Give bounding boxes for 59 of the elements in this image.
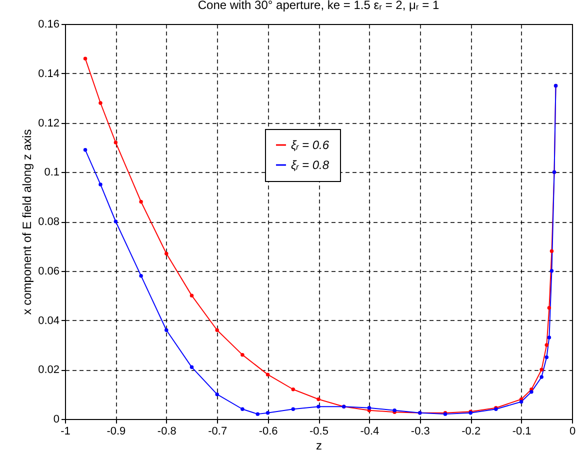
- x-tick-label: -0.5: [310, 426, 328, 438]
- point: [139, 200, 143, 204]
- x-tick-label: -0.2: [462, 426, 481, 438]
- point: [240, 352, 244, 357]
- y-tick-label: 0.08: [38, 216, 60, 228]
- x-tick-label: -1: [60, 426, 70, 438]
- point: [291, 388, 296, 392]
- point: [316, 397, 320, 402]
- point: [530, 390, 534, 394]
- point: [164, 328, 168, 332]
- y-tick-label: 0.14: [38, 68, 60, 80]
- point: [215, 392, 219, 396]
- point: [544, 343, 549, 347]
- y-tick-label: 0.12: [38, 117, 60, 130]
- y-tick-label: 0.02: [38, 364, 60, 376]
- point: [114, 220, 118, 224]
- point: [367, 406, 372, 410]
- point: [164, 252, 168, 256]
- x-tick-label: -0.4: [360, 426, 380, 438]
- x-tick-label: -0.6: [258, 426, 278, 438]
- point: [544, 355, 549, 360]
- y-tick-label: 0.1: [44, 166, 60, 179]
- point: [98, 101, 102, 105]
- x-tick-label: -0.3: [410, 426, 430, 438]
- point: [540, 375, 544, 379]
- y-tick-label: 0.16: [38, 18, 60, 30]
- point: [83, 56, 88, 60]
- x-tick-label: -0.7: [208, 426, 228, 438]
- point: [114, 140, 118, 144]
- y-axis-title: x component of E field along z axis: [20, 129, 34, 315]
- point: [547, 306, 552, 310]
- y-tick-label: 0: [53, 414, 60, 426]
- y-tick-label: 0.04: [38, 314, 60, 327]
- point: [540, 368, 544, 372]
- point: [550, 269, 554, 273]
- point: [266, 372, 270, 376]
- x-axis-title: z: [316, 438, 322, 452]
- point: [139, 274, 143, 278]
- point: [547, 336, 552, 340]
- y-tick-label: 0.06: [38, 265, 60, 278]
- point: [291, 407, 296, 411]
- point: [240, 407, 244, 411]
- x-tick-label: 0: [569, 426, 576, 438]
- legend-label: ξᵣ = 0.8: [291, 158, 330, 172]
- point: [316, 404, 320, 409]
- point: [190, 294, 194, 298]
- x-tick-label: -0.9: [106, 426, 126, 438]
- point: [215, 328, 219, 332]
- point: [266, 410, 270, 415]
- point: [190, 365, 194, 370]
- legend-label: ξᵣ = 0.6: [291, 138, 330, 152]
- point: [550, 249, 554, 253]
- x-tick-label: -0.1: [512, 426, 532, 438]
- point: [83, 148, 88, 152]
- point: [98, 182, 102, 186]
- chart-title: Cone with 30° aperture, ke = 1.5 εᵣ = 2, μᵣ = 1: [198, 0, 440, 12]
- x-tick-label: -0.8: [157, 426, 176, 438]
- point: [519, 400, 524, 404]
- point: [256, 412, 260, 416]
